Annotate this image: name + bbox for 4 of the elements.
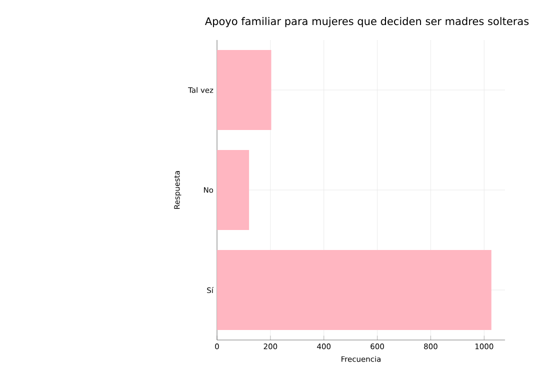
bar xyxy=(217,50,272,130)
bar xyxy=(217,150,250,230)
chart-title: Apoyo familiar para mujeres que deciden ser madres solteras xyxy=(204,17,529,28)
bar xyxy=(217,250,492,330)
